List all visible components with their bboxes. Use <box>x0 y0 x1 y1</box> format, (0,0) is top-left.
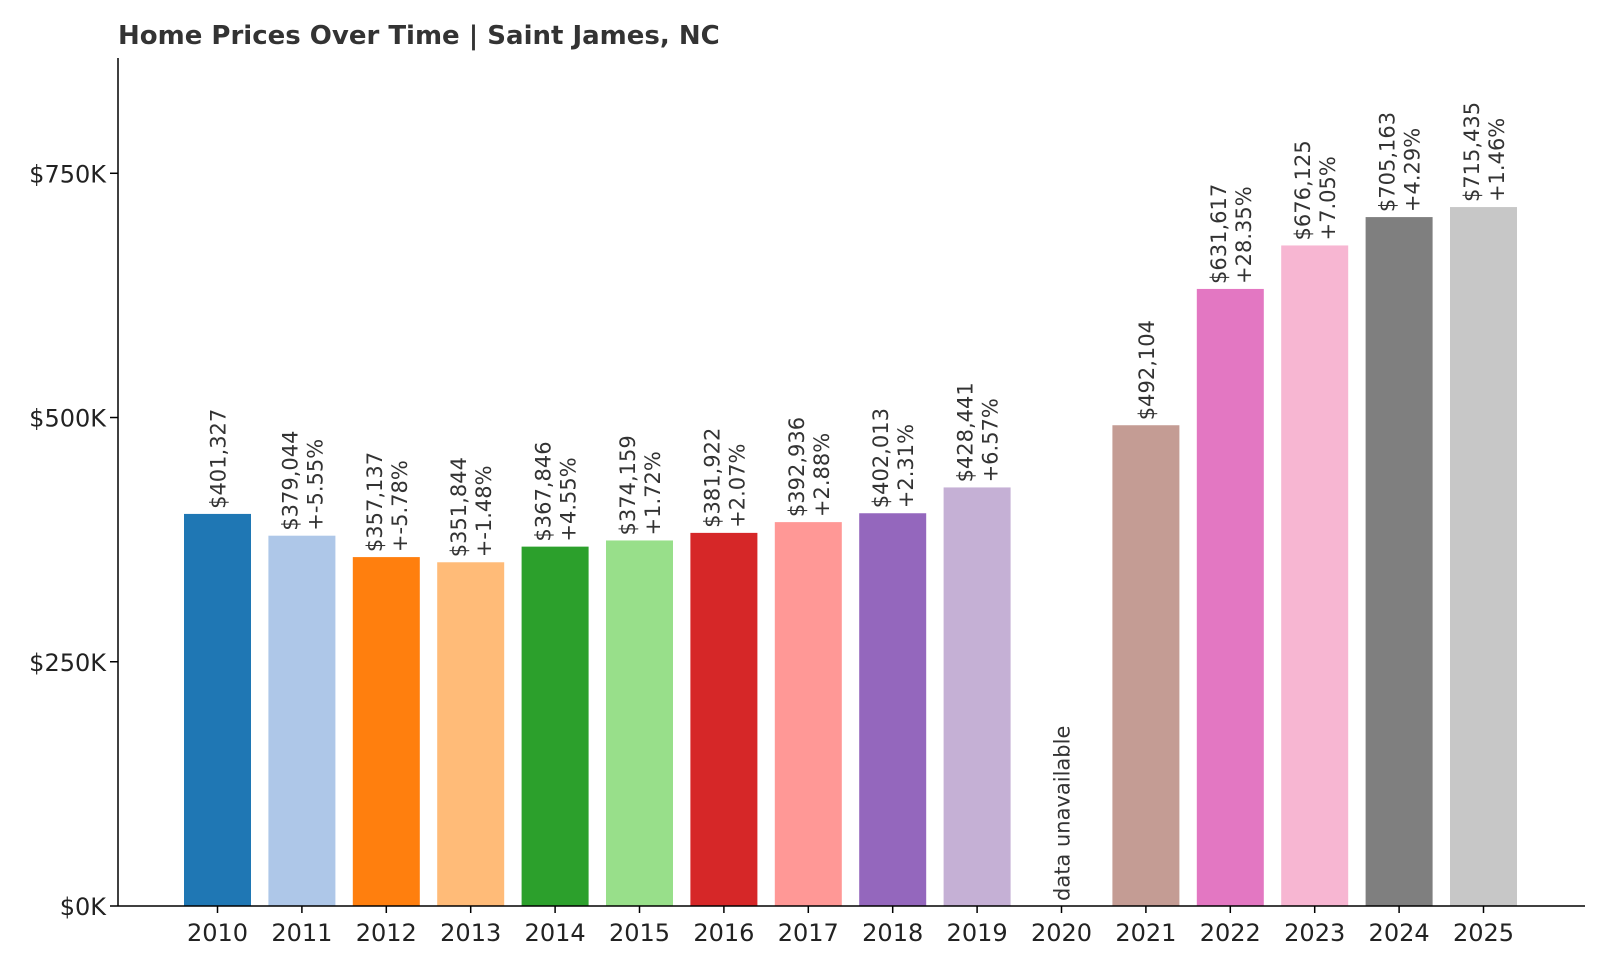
value-label-2017: $392,936 <box>785 417 809 517</box>
x-tick-label-2017: 2017 <box>778 919 839 947</box>
bar-2015 <box>606 540 673 906</box>
x-tick-label-2023: 2023 <box>1284 919 1345 947</box>
bar-2025 <box>1450 207 1517 906</box>
change-label-2018: +2.31% <box>894 424 918 508</box>
value-label-2018: $402,013 <box>869 408 893 508</box>
bar-2010 <box>184 513 251 906</box>
x-tick-label-2019: 2019 <box>947 919 1008 947</box>
change-label-2012: +-5.78% <box>388 460 412 552</box>
change-label-2017: +2.88% <box>810 433 834 517</box>
chart-title: Home Prices Over Time | Saint James, NC <box>118 21 720 51</box>
x-tick-label-2022: 2022 <box>1200 919 1261 947</box>
x-tick-label-2018: 2018 <box>862 919 923 947</box>
y-tick-label: $0K <box>60 893 108 921</box>
change-label-2022: +28.35% <box>1232 186 1256 284</box>
change-label-2011: +-5.55% <box>303 439 327 531</box>
y-tick-label: $250K <box>29 649 107 677</box>
change-label-2016: +2.07% <box>725 444 749 528</box>
x-tick-label-2024: 2024 <box>1369 919 1430 947</box>
change-label-2023: +7.05% <box>1316 156 1340 240</box>
change-label-2014: +4.55% <box>557 457 581 541</box>
bar-2019 <box>943 487 1011 906</box>
bar-2017 <box>774 522 842 906</box>
value-label-2015: $374,159 <box>616 435 640 535</box>
change-label-2024: +4.29% <box>1401 128 1425 212</box>
x-tick-label-2020: 2020 <box>1031 919 1092 947</box>
value-label-2021: $492,104 <box>1135 320 1159 420</box>
y-tick-label: $500K <box>29 405 107 433</box>
bars: $401,327 $379,044 +-5.55% $357,137 +-5.78% $3… <box>184 102 1517 907</box>
x-tick-label-2010: 2010 <box>187 919 248 947</box>
value-label-2025: $715,435 <box>1460 102 1484 202</box>
bar-2014 <box>521 546 589 906</box>
value-label-2020: data unavailable <box>1051 726 1075 901</box>
x-tick-label-2011: 2011 <box>271 919 332 947</box>
value-label-2011: $379,044 <box>278 430 302 530</box>
value-label-2016: $381,922 <box>700 428 724 528</box>
value-label-2024: $705,163 <box>1376 112 1400 212</box>
bar-2018 <box>859 513 927 906</box>
value-label-2014: $367,846 <box>532 441 556 541</box>
x-tick-label-2012: 2012 <box>356 919 417 947</box>
bar-2023 <box>1281 245 1349 906</box>
x-tick-label-2013: 2013 <box>440 919 501 947</box>
change-label-2025: +1.46% <box>1485 118 1509 202</box>
value-label-2013: $351,844 <box>447 457 471 557</box>
bar-2012 <box>352 557 420 906</box>
x-tick-label-2016: 2016 <box>693 919 754 947</box>
bar-2011 <box>268 535 336 906</box>
x-tick-label-2015: 2015 <box>609 919 670 947</box>
x-tick-label-2025: 2025 <box>1453 919 1514 947</box>
value-label-2010: $401,327 <box>207 409 231 509</box>
change-label-2015: +1.72% <box>641 451 665 535</box>
bar-2021 <box>1112 425 1180 906</box>
bar-2016 <box>690 532 758 906</box>
change-label-2019: +6.57% <box>979 398 1003 482</box>
bar-2022 <box>1196 288 1264 906</box>
y-tick-label: $750K <box>29 160 107 188</box>
x-tick-label-2021: 2021 <box>1115 919 1176 947</box>
change-label-2013: +-1.48% <box>472 465 496 557</box>
value-label-2022: $631,617 <box>1207 184 1231 284</box>
x-axis: 2010 2011 2012 2013 2014 2015 2016 2017 2018 2019… <box>118 905 1585 947</box>
value-label-2012: $357,137 <box>363 452 387 552</box>
bar-2024 <box>1365 217 1433 907</box>
value-label-2019: $428,441 <box>954 382 978 482</box>
value-label-2023: $676,125 <box>1291 140 1315 240</box>
y-axis: $0K $250K $500K $750K <box>29 58 119 921</box>
bar-2013 <box>437 562 505 906</box>
x-tick-label-2014: 2014 <box>525 919 586 947</box>
